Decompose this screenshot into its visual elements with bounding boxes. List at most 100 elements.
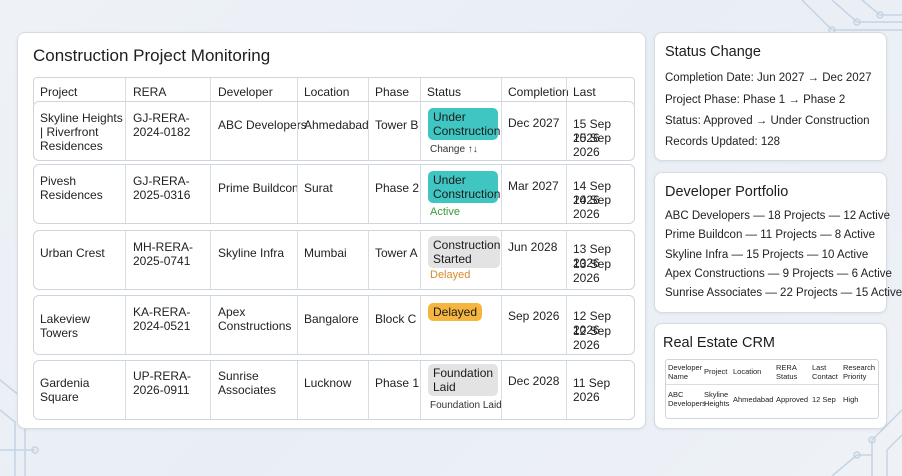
table-row[interactable]: Gardenia Square UP-RERA-2026-0911 Sunris…: [33, 360, 635, 420]
records-updated: Records Updated: 128: [665, 136, 781, 148]
column-divider: [368, 296, 369, 354]
column-divider: [501, 78, 502, 106]
column-divider: [125, 165, 126, 223]
status-change-line: Status: Approved → Under Construction: [665, 115, 870, 127]
table-row[interactable]: Lakeview Towers KA-RERA-2024-0521 Apex C…: [33, 295, 635, 355]
column-divider: [501, 231, 502, 289]
column-divider: [566, 78, 567, 106]
column-divider: [566, 165, 567, 223]
status-sub-label[interactable]: Change ↑↓: [430, 144, 478, 155]
last-update: 15 Sep 2026: [573, 131, 612, 159]
column-divider: [125, 361, 126, 419]
crm-header: Project: [704, 367, 728, 376]
column-header-rera[interactable]: RERA: [133, 85, 167, 99]
column-divider: [420, 102, 421, 160]
last-update: 15 Sep 2026: [573, 117, 612, 145]
column-header-developer[interactable]: Developer: [218, 85, 273, 99]
column-divider: [210, 78, 211, 106]
phase: Tower A: [375, 246, 418, 260]
column-divider: [368, 231, 369, 289]
column-divider: [420, 361, 421, 419]
column-divider: [210, 102, 211, 160]
developer-name: Skyline Infra: [218, 246, 285, 260]
column-divider: [566, 231, 567, 289]
column-divider: [566, 361, 567, 419]
developer-name: Sunrise Associates: [218, 369, 277, 397]
last-update: 11 Sep 2026: [573, 376, 611, 404]
panel-title: Developer Portfolio: [665, 184, 789, 200]
last-update: 14 Sep 2026: [573, 193, 612, 221]
column-divider: [125, 231, 126, 289]
crm-cell[interactable]: ABC Developers: [668, 390, 706, 408]
column-header-completion[interactable]: Completion: [508, 85, 569, 99]
project-name[interactable]: Lakeview Towers: [40, 312, 91, 340]
status-badge[interactable]: Delayed: [428, 303, 483, 321]
status-badge[interactable]: Under Construction: [428, 108, 500, 140]
phase: Phase 1: [375, 376, 420, 390]
location: Ahmedabad: [304, 118, 369, 132]
developer-portfolio-panel: Developer Portfolio ABC Developers — 18 …: [654, 172, 902, 313]
status-change-line: Project Phase: Phase 1 → Phase 2: [665, 94, 846, 106]
column-divider: [420, 165, 421, 223]
column-divider: [297, 231, 298, 289]
column-divider: [125, 296, 126, 354]
column-divider: [368, 102, 369, 160]
last-update: 12 Sep 2026: [573, 309, 612, 337]
rera-number: GJ-RERA-2024-0182: [133, 111, 191, 139]
crm-header: Research Priority: [843, 363, 876, 381]
table-row[interactable]: Skyline Heights | Riverfront Residences …: [33, 101, 635, 161]
column-divider: [501, 296, 502, 354]
project-name[interactable]: Gardenia Square: [40, 376, 90, 404]
completion-date: Sep 2026: [508, 309, 560, 323]
column-divider: [125, 102, 126, 160]
portfolio-entry[interactable]: Apex Constructions — 9 Projects — 6 Acti…: [665, 268, 892, 280]
column-divider: [297, 361, 298, 419]
crm-header: RERA Status: [776, 363, 798, 381]
last-update: 13 Sep 2026: [573, 242, 612, 270]
column-divider: [210, 296, 211, 354]
phase: Block C: [375, 312, 417, 326]
table-row[interactable]: Urban Crest MH-RERA-2025-0741 Skyline In…: [33, 230, 635, 290]
column-header-phase[interactable]: Phase: [375, 85, 410, 99]
column-divider: [368, 78, 369, 106]
developer-name: ABC Developers: [218, 118, 307, 132]
status-badge[interactable]: Under Construction: [428, 171, 500, 203]
project-name[interactable]: Urban Crest: [40, 246, 105, 260]
column-header-project[interactable]: Project: [40, 85, 78, 99]
completion-date: Mar 2027: [508, 179, 559, 193]
rera-number: GJ-RERA-2025-0316: [133, 174, 191, 202]
status-sub-label: Delayed: [430, 269, 471, 281]
status-badge[interactable]: Construction Started: [428, 236, 500, 268]
column-divider: [210, 361, 211, 419]
status-badge[interactable]: Foundation Laid: [428, 364, 498, 396]
column-divider: [566, 296, 567, 354]
rera-number: UP-RERA-2026-0911: [133, 369, 192, 397]
table-row[interactable]: Pivesh Residences GJ-RERA-2025-0316 Prim…: [33, 164, 635, 224]
portfolio-entry[interactable]: ABC Developers — 18 Projects — 12 Active: [665, 210, 890, 222]
portfolio-entry[interactable]: Prime Buildcon — 11 Projects — 8 Active: [665, 229, 876, 241]
portfolio-entry[interactable]: Sunrise Associates — 22 Projects — 15 Ac…: [665, 287, 902, 299]
crm-table: Developer Name Project Location RERA Sta…: [665, 359, 879, 419]
panel-title: Real Estate CRM: [663, 335, 776, 351]
last-update: 12 Sep 2026: [573, 324, 612, 352]
column-divider: [420, 296, 421, 354]
column-header-location[interactable]: Location: [304, 85, 350, 99]
column-divider: [297, 165, 298, 223]
location: Lucknow: [304, 376, 352, 390]
panel-title: Construction Project Monitoring: [33, 46, 271, 65]
column-header-status[interactable]: Status: [427, 85, 462, 99]
column-divider: [368, 165, 369, 223]
project-name[interactable]: Pivesh Residences: [40, 174, 103, 202]
project-name[interactable]: Skyline Heights | Riverfront Residences: [40, 111, 123, 153]
portfolio-entry[interactable]: Skyline Infra — 15 Projects — 10 Active: [665, 249, 869, 261]
column-divider: [210, 165, 211, 223]
crm-cell: 12 Sep: [812, 395, 836, 404]
location: Bangalore: [304, 312, 359, 326]
real-estate-crm-panel: Real Estate CRM Developer Name Project L…: [654, 323, 887, 429]
status-change-line: Completion Date: Jun 2027 → Dec 2027: [665, 72, 872, 84]
developer-name: Apex Constructions: [218, 305, 292, 333]
crm-cell: Ahmedabad: [733, 395, 774, 404]
project-monitoring-panel: Construction Project Monitoring Project …: [17, 32, 646, 429]
completion-date: Jun 2028: [508, 240, 558, 254]
column-divider: [125, 78, 126, 106]
